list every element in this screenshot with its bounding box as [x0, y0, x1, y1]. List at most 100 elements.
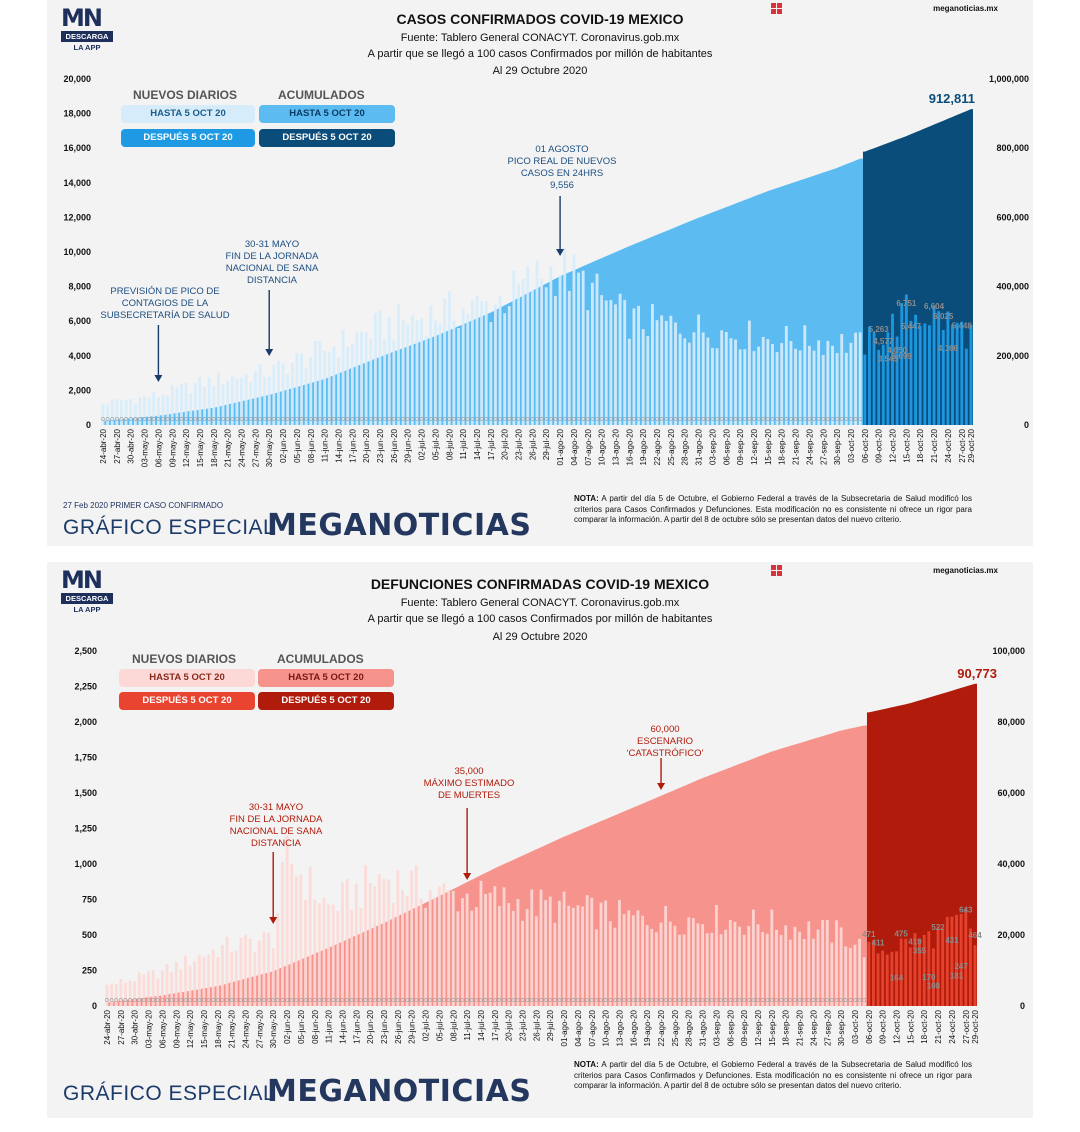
daily-bar: [719, 934, 723, 1006]
zero-marker: [410, 417, 415, 421]
zero-marker: [829, 998, 834, 1002]
daily-bar: [765, 933, 769, 1006]
logo-app: LA APP: [73, 605, 101, 614]
zero-marker: [211, 417, 216, 421]
zero-marker: [295, 417, 299, 421]
zero-marker: [779, 998, 783, 1002]
zero-marker: [580, 998, 585, 1002]
daily-bar: [350, 909, 354, 1006]
daily-bar: [876, 953, 880, 1006]
daily-bar: [451, 890, 455, 1006]
daily-bar: [586, 310, 590, 425]
daily-bar: [780, 343, 784, 425]
zero-marker: [207, 417, 212, 421]
zero-marker: [784, 417, 789, 421]
daily-bar: [747, 320, 751, 425]
daily-bar: [600, 295, 604, 425]
daily-bar: [937, 311, 941, 425]
meganoticias-logo[interactable]: MN DESCARGA LA APP: [61, 568, 113, 614]
x-date-label: 13-ago-20: [611, 428, 620, 465]
daily-bar: [775, 352, 779, 425]
x-date-label: 02-jun-20: [283, 1009, 292, 1043]
x-date-label: 04-ago-20: [570, 428, 579, 465]
zero-marker: [377, 998, 382, 1002]
zero-marker: [290, 417, 295, 421]
daily-bar: [207, 377, 211, 425]
zero-marker: [659, 417, 664, 421]
daily-bar: [632, 308, 636, 425]
daily-bar: [207, 954, 211, 1006]
zero-marker: [696, 998, 700, 1002]
daily-bar: [761, 932, 765, 1006]
daily-bar: [951, 324, 954, 425]
zero-marker: [382, 998, 386, 1002]
zero-marker: [192, 998, 197, 1002]
daily-bar: [950, 916, 954, 1006]
daily-bar: [849, 342, 853, 425]
daily-bar: [142, 974, 146, 1006]
zero-marker: [775, 417, 779, 421]
x-date-label: 30-may-20: [265, 428, 274, 467]
zero-marker: [151, 998, 156, 1002]
zero-marker: [174, 417, 179, 421]
daily-bar: [106, 404, 110, 425]
zero-marker: [267, 417, 272, 421]
daily-bar: [622, 914, 626, 1006]
daily-bar: [540, 279, 544, 425]
zero-marker: [345, 417, 350, 421]
daily-bar: [277, 360, 280, 425]
daily-bar: [590, 282, 594, 425]
x-date-label: 29-jun-20: [404, 428, 413, 462]
zero-marker: [470, 417, 475, 421]
daily-bar: [599, 902, 603, 1006]
left-tick-label: 2,000: [68, 385, 91, 395]
daily-bar: [655, 320, 659, 425]
daily-bar: [784, 325, 788, 425]
zero-marker: [133, 417, 138, 421]
x-date-label: 27-may-20: [251, 428, 260, 467]
zero-marker: [253, 417, 258, 421]
daily-bar: [821, 920, 825, 1006]
grid-icon: [771, 3, 782, 14]
zero-marker: [539, 998, 543, 1002]
zero-marker: [811, 998, 816, 1002]
daily-bar: [369, 338, 373, 425]
x-date-label: 17-jul-20: [487, 428, 496, 460]
daily-bar: [286, 374, 290, 425]
x-date-label: 07-ago-20: [588, 1009, 597, 1046]
daily-bar: [470, 300, 474, 425]
daily-bar: [110, 983, 114, 1006]
daily-bar: [447, 890, 451, 1006]
zero-marker: [285, 998, 289, 1002]
x-date-label: 23-jun-20: [380, 1009, 389, 1043]
left-tick-label: 500: [82, 930, 97, 940]
daily-bar: [968, 928, 972, 1006]
zero-marker: [525, 998, 530, 1002]
zero-marker: [433, 417, 438, 421]
zero-marker: [779, 417, 784, 421]
zero-marker: [327, 417, 332, 421]
daily-bar: [668, 921, 672, 1006]
zero-marker: [678, 417, 683, 421]
daily-bar: [526, 266, 530, 425]
daily-bar: [437, 886, 441, 1006]
zero-marker: [147, 417, 152, 421]
x-date-label: 09-may-20: [172, 1009, 181, 1048]
daily-bar: [327, 904, 331, 1006]
annotation-arrow-head: [556, 249, 565, 256]
zero-marker: [169, 998, 174, 1002]
daily-bar: [885, 954, 889, 1006]
daily-bar: [216, 957, 220, 1006]
zero-marker: [262, 998, 266, 1002]
daily-bar: [623, 299, 627, 425]
meganoticias-logo[interactable]: MN DESCARGA LA APP: [61, 6, 113, 52]
zero-marker: [252, 998, 257, 1002]
zero-marker: [654, 998, 659, 1002]
daily-bar: [530, 289, 534, 425]
daily-bar: [567, 905, 571, 1006]
daily-bar: [331, 904, 335, 1006]
daily-bar: [701, 924, 705, 1006]
daily-bar: [447, 291, 451, 425]
zero-marker: [535, 417, 539, 421]
zero-marker: [585, 998, 590, 1002]
